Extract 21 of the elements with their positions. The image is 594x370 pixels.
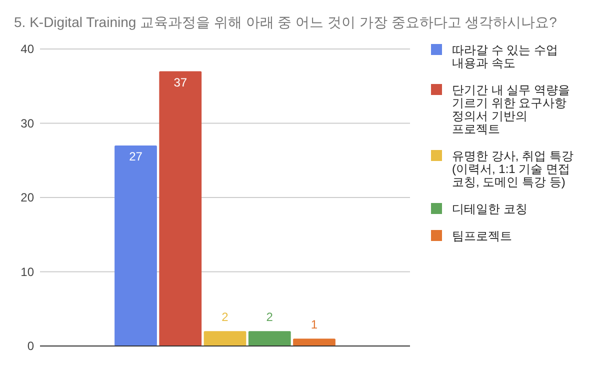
chart-title: 5. K-Digital Training 교육과정을 위해 아래 중 어느 것이 가장 중요하다고 생각하시나요?: [14, 14, 558, 30]
bar: [159, 71, 202, 346]
y-tick-label: 20: [20, 190, 34, 204]
data-label: 2: [222, 310, 229, 324]
legend-label: 따라갈 수 있는 수업 내용과 속도: [452, 43, 558, 70]
legend-label: 팀프로젝트: [452, 229, 512, 243]
bar: [204, 331, 246, 346]
legend-label: 단기간 내 실무 역량을 기르기 위한 요구사항 정의서 기반의 프로젝트: [452, 83, 570, 136]
data-label: 2: [266, 310, 274, 324]
y-tick-label: 30: [20, 116, 34, 130]
bar: [248, 331, 291, 346]
bar: [114, 146, 157, 346]
legend-label: 디테일한 코칭: [452, 202, 528, 216]
legend-label: 유명한 강사, 취업 특강 (이력서, 1:1 기술 면접 코칭, 도메인 특강 등): [452, 149, 574, 189]
data-label: 1: [310, 318, 318, 332]
y-tick-label: 0: [27, 339, 34, 353]
bar: [293, 338, 336, 346]
data-label: 27: [129, 150, 143, 164]
data-label: 37: [174, 75, 188, 90]
y-tick-label: 10: [20, 264, 34, 279]
y-tick-label: 40: [20, 42, 34, 56]
